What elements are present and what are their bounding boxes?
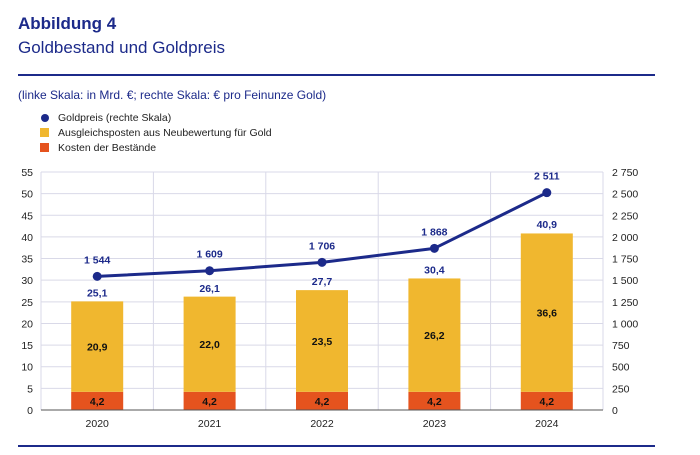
left-axis-tick-label: 55 (21, 167, 33, 179)
bar-segment-holding-costs (183, 391, 236, 410)
legend-label-gold-price: Goldpreis (rechte Skala) (58, 111, 172, 124)
x-axis-tick-label: 2021 (198, 418, 222, 430)
left-axis-tick-label: 5 (27, 383, 33, 395)
right-axis-tick-label: 1 000 (612, 318, 638, 330)
legend-label-holding-costs: Kosten der Bestände (58, 141, 157, 154)
right-axis-tick-label: 2 000 (612, 232, 638, 244)
x-axis-tick-label: 2023 (423, 418, 447, 430)
right-axis-tick-label: 0 (612, 405, 618, 417)
right-axis-tick-label: 2 250 (612, 210, 638, 222)
left-axis-tick-label: 0 (27, 405, 33, 417)
bar-total-label: 30,4 (424, 264, 445, 276)
gold-price-value-label: 1 706 (309, 240, 335, 252)
bar-segment-holding-costs (520, 391, 573, 410)
legend-swatch-revaluation (40, 128, 49, 137)
bar-segment-value-label: 4,2 (427, 396, 442, 408)
gold-price-point (317, 257, 327, 267)
bar-segment-holding-costs (71, 391, 124, 410)
bar-segment-holding-costs (408, 391, 461, 410)
gold-price-point (205, 266, 215, 276)
gold-price-value-label: 2 511 (534, 171, 560, 183)
legend-swatch-gold-price (41, 113, 49, 122)
legend-label-revaluation: Ausgleichsposten aus Neubewertung für Go… (58, 126, 272, 139)
right-axis-tick-label: 750 (612, 340, 630, 352)
top-divider (18, 74, 655, 76)
bar-segment-revaluation (520, 233, 573, 392)
bar-total-label: 27,7 (312, 276, 333, 288)
gold-price-point (542, 188, 552, 198)
legend-item-holding-costs: Kosten der Bestände (40, 140, 272, 155)
gold-price-value-label: 1 868 (421, 226, 447, 238)
right-axis-tick-label: 500 (612, 362, 630, 374)
bar-segment-revaluation (71, 301, 124, 392)
figure-number: Abbildung 4 (18, 14, 117, 33)
bar-total-label: 25,1 (87, 287, 108, 299)
bar-total-label: 40,9 (537, 219, 558, 231)
bar-segment-value-label: 4,2 (539, 396, 554, 408)
gold-price-value-label: 1 544 (84, 254, 110, 266)
bar-segment-value-label: 20,9 (87, 342, 108, 354)
bar-total-label: 26,1 (199, 283, 220, 295)
bar-segment-value-label: 4,2 (315, 396, 330, 408)
chart-title: Goldbestand und Goldpreis (18, 38, 225, 57)
legend-item-gold-price: Goldpreis (rechte Skala) (40, 110, 272, 125)
bar-segment-value-label: 4,2 (202, 396, 217, 408)
legend-swatch-holding-costs (40, 143, 49, 152)
bar-segment-value-label: 22,0 (199, 339, 220, 351)
bar-segment-value-label: 36,6 (537, 308, 558, 320)
chart-legend: Goldpreis (rechte Skala) Ausgleichsposte… (40, 110, 272, 155)
left-axis-tick-label: 35 (21, 254, 33, 266)
chart-subtitle: (linke Skala: in Mrd. €; rechte Skala: €… (18, 88, 327, 102)
x-axis-tick-label: 2022 (310, 418, 334, 430)
bar-segment-revaluation (296, 290, 348, 392)
left-axis-tick-label: 15 (21, 340, 33, 352)
bar-segment-revaluation (183, 296, 236, 392)
left-axis-tick-label: 50 (21, 189, 33, 201)
gold-price-point (429, 243, 439, 253)
left-axis-tick-label: 10 (21, 362, 33, 374)
bar-segment-value-label: 26,2 (424, 330, 445, 342)
bar-segment-value-label: 4,2 (90, 396, 105, 408)
bar-segment-holding-costs (296, 391, 348, 410)
gold-price-point (92, 271, 102, 281)
left-axis-tick-label: 45 (21, 210, 33, 222)
right-axis-tick-label: 1 500 (612, 275, 638, 287)
legend-item-revaluation: Ausgleichsposten aus Neubewertung für Go… (40, 125, 272, 140)
bar-segment-revaluation (408, 278, 461, 392)
x-axis-tick-label: 2024 (535, 418, 559, 430)
figure-heading: Abbildung 4 Goldbestand und Goldpreis (18, 14, 225, 59)
left-axis-tick-label: 25 (21, 297, 33, 309)
bar-segment-value-label: 23,5 (312, 336, 333, 348)
x-axis-tick-label: 2020 (86, 418, 110, 430)
left-axis-tick-label: 20 (21, 318, 33, 330)
left-axis-tick-label: 40 (21, 232, 33, 244)
bottom-divider (18, 445, 655, 447)
right-axis-tick-label: 250 (612, 383, 630, 395)
left-axis-tick-label: 30 (21, 275, 33, 287)
right-axis-tick-label: 2 750 (612, 167, 638, 179)
right-axis-tick-label: 1 250 (612, 297, 638, 309)
right-axis-tick-label: 2 500 (612, 189, 638, 201)
right-axis-tick-label: 1 750 (612, 254, 638, 266)
gold-price-value-label: 1 609 (196, 249, 222, 261)
